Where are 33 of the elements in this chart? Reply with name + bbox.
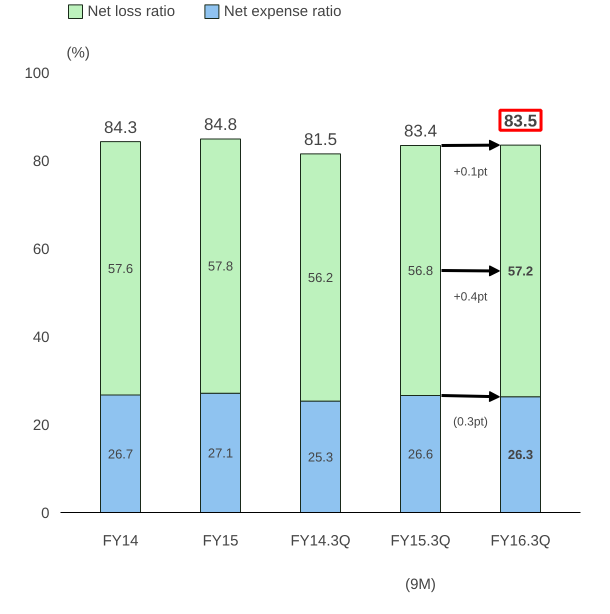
x-tick-label: FY16.3Q	[490, 532, 551, 550]
data-label: 26.6	[408, 446, 434, 462]
data-label: 26.7	[108, 446, 134, 462]
data-label: 25.3	[308, 449, 334, 464]
total-label: 83.4	[404, 122, 438, 141]
legend-label: Net expense ratio	[224, 3, 342, 20]
data-label: 56.8	[408, 263, 434, 278]
text: (9M)	[405, 576, 436, 593]
y-tick-label: 100	[24, 65, 50, 82]
annotation: (0.3pt)	[453, 414, 488, 428]
data-label: 56.2	[308, 270, 334, 286]
total-label: 81.5	[304, 130, 338, 150]
total-label: 83.5	[504, 111, 538, 130]
y-axis-title: (%)	[66, 44, 90, 62]
x-tick-label: FY14	[102, 532, 138, 550]
x-tick-label: FY15	[202, 532, 238, 550]
total-label: 84.8	[204, 115, 238, 134]
total-label: 84.3	[104, 118, 138, 137]
y-tick-label: 20	[32, 417, 50, 434]
y-tick-label: 80	[32, 153, 50, 170]
y-tick-label: 40	[32, 329, 50, 346]
data-label: 26.3	[508, 447, 534, 462]
legend-label: Net loss ratio	[88, 3, 176, 20]
data-label: 27.1	[208, 445, 234, 460]
y-tick-label: 60	[32, 241, 50, 258]
x-tick-label: FY14.3Q	[290, 532, 351, 550]
data-label: 57.6	[108, 260, 134, 276]
y-tick-label: 0	[41, 505, 50, 522]
x-tick-label: FY15.3Q	[390, 532, 451, 550]
data-label: 57.2	[508, 263, 534, 278]
data-label: 57.8	[208, 258, 234, 274]
annotation: +0.4pt	[454, 290, 488, 304]
annotation: +0.1pt	[454, 164, 488, 179]
